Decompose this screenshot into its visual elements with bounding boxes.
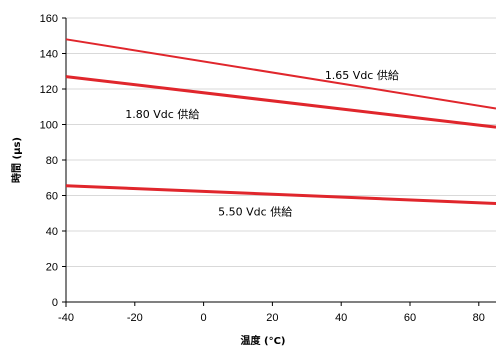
- x-tick-label-0: 0: [201, 312, 207, 324]
- series-line-1: [65, 38, 496, 110]
- x-tick-label-40: 40: [335, 312, 347, 324]
- series-lines: [65, 38, 496, 205]
- axes: [62, 17, 496, 307]
- x-tick-label-80: 80: [473, 312, 485, 324]
- x-axis-title: 温度 (°C): [241, 334, 286, 347]
- y-tick-label-160: 160: [40, 13, 58, 25]
- y-tick-labels: 0 20 40 60 80 100 120 140 160: [40, 13, 58, 309]
- series-annotation-1: 1.65 Vdc 供給: [325, 68, 399, 82]
- y-tick-label-80: 80: [46, 155, 58, 167]
- series-annotation-2: 1.80 Vdc 供給: [125, 107, 199, 121]
- y-tick-label-100: 100: [40, 120, 58, 132]
- x-tick-label-20: 20: [266, 312, 278, 324]
- x-tick-label-60: 60: [404, 312, 416, 324]
- y-tick-label-120: 120: [40, 84, 58, 96]
- y-axis-title: 時間 (µs): [10, 137, 23, 183]
- grid-lines: [66, 17, 496, 267]
- series-annotation-3: 5.50 Vdc 供給: [218, 204, 292, 218]
- x-tick-label--40: -40: [58, 312, 74, 324]
- y-tick-label-20: 20: [46, 262, 58, 274]
- x-tick-labels: -40 -20 0 20 40 60 80: [58, 312, 485, 324]
- series-line-2: [65, 75, 496, 129]
- series-line-3: [65, 184, 496, 205]
- y-tick-label-60: 60: [46, 191, 58, 203]
- y-tick-label-140: 140: [40, 49, 58, 61]
- series-annotations: 1.65 Vdc 供給 1.80 Vdc 供給 5.50 Vdc 供給: [125, 68, 399, 219]
- y-tick-label-0: 0: [52, 297, 58, 309]
- y-tick-label-40: 40: [46, 226, 58, 238]
- x-tick-label--20: -20: [127, 312, 143, 324]
